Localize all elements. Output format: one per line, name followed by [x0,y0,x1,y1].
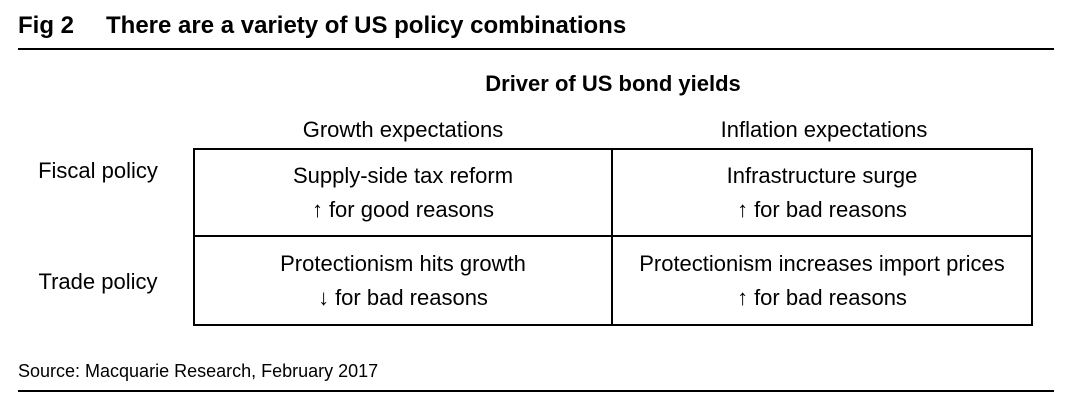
cell-note: ↑ for bad reasons [737,281,907,315]
cell-main-text: Infrastructure surge [726,162,918,188]
figure-title-text: There are a variety of US policy combina… [106,12,627,39]
figure-title: Fig 2 There are a variety of US policy co… [18,12,626,40]
matrix-cell-fiscal-growth: Supply-side tax reform ↑ for good reasons [195,150,613,237]
cell-note-text: for good reasons [328,196,495,222]
row-header-fiscal: Fiscal policy [38,158,158,183]
table-super-header: Driver of US bond yields [485,71,741,96]
figure-label: Fig 2 [18,12,75,39]
cell-note: ↑ for bad reasons [737,193,907,227]
column-header-inflation: Inflation expectations [720,117,928,142]
cell-main-text: Protectionism increases import prices [639,250,1005,276]
cell-note-text: for bad reasons [754,196,907,222]
source-note: Source: Macquarie Research, February 201… [18,361,379,381]
matrix-cell-trade-growth: Protectionism hits growth ↓ for bad reaso… [195,237,613,324]
row-header-trade: Trade policy [38,269,158,294]
cell-note-text: for bad reasons [754,284,907,310]
cell-main-text: Supply-side tax reform [292,162,514,188]
bottom-rule [18,390,1054,392]
matrix-cell-fiscal-inflation: Infrastructure surge ↑ for bad reasons [613,150,1031,237]
policy-matrix: Supply-side tax reform ↑ for good reasons… [193,148,1033,326]
matrix-cell-trade-inflation: Protectionism increases import prices ↑ f… [613,237,1031,324]
column-header-growth: Growth expectations [302,117,504,142]
arrow-up-icon: ↑ [311,196,323,222]
arrow-down-icon: ↓ [318,284,330,310]
cell-note: ↑ for good reasons [312,193,494,227]
cell-note-text: for bad reasons [335,284,488,310]
arrow-up-icon: ↑ [737,196,749,222]
arrow-up-icon: ↑ [737,284,749,310]
cell-main-text: Protectionism hits growth [280,250,526,276]
cell-note: ↓ for bad reasons [318,281,488,315]
top-rule [18,48,1054,50]
